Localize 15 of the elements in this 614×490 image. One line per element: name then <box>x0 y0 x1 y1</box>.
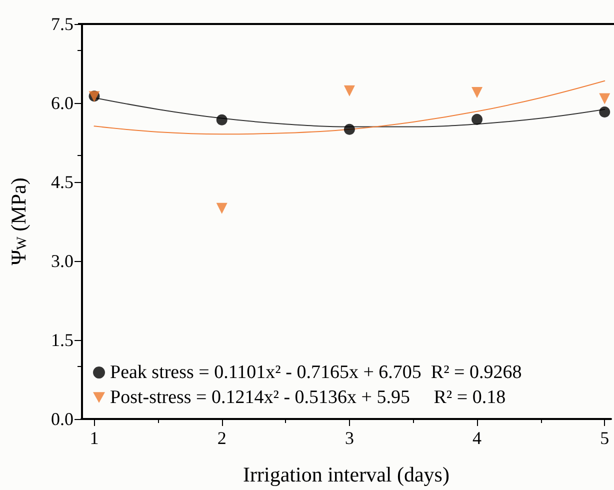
x-tick-label: 5 <box>600 428 610 448</box>
y-tick-label: 0.0 <box>51 409 74 429</box>
y-tick-label: 1.5 <box>51 330 74 350</box>
x-tick-label: 3 <box>344 428 354 448</box>
y-axis-title: ΨW (MPa) <box>6 178 30 266</box>
y-tick-label: 6.0 <box>51 93 74 113</box>
x-tick-label: 4 <box>472 428 482 448</box>
legend-label: Peak stress = 0.1101x² - 0.7165x + 6.705 R² = 0.9268 <box>110 362 522 383</box>
y-tick-label: 4.5 <box>51 172 74 192</box>
x-tick-label: 1 <box>90 428 99 448</box>
x-tick-label: 2 <box>217 428 226 448</box>
y-tick-label: 7.5 <box>51 14 74 34</box>
x-axis-title: Irrigation interval (days) <box>243 462 450 486</box>
legend-label: Post-stress = 0.1214x² - 0.5136x + 5.95 R² = 0.18 <box>110 387 506 408</box>
y-tick-label: 3.0 <box>51 251 74 271</box>
